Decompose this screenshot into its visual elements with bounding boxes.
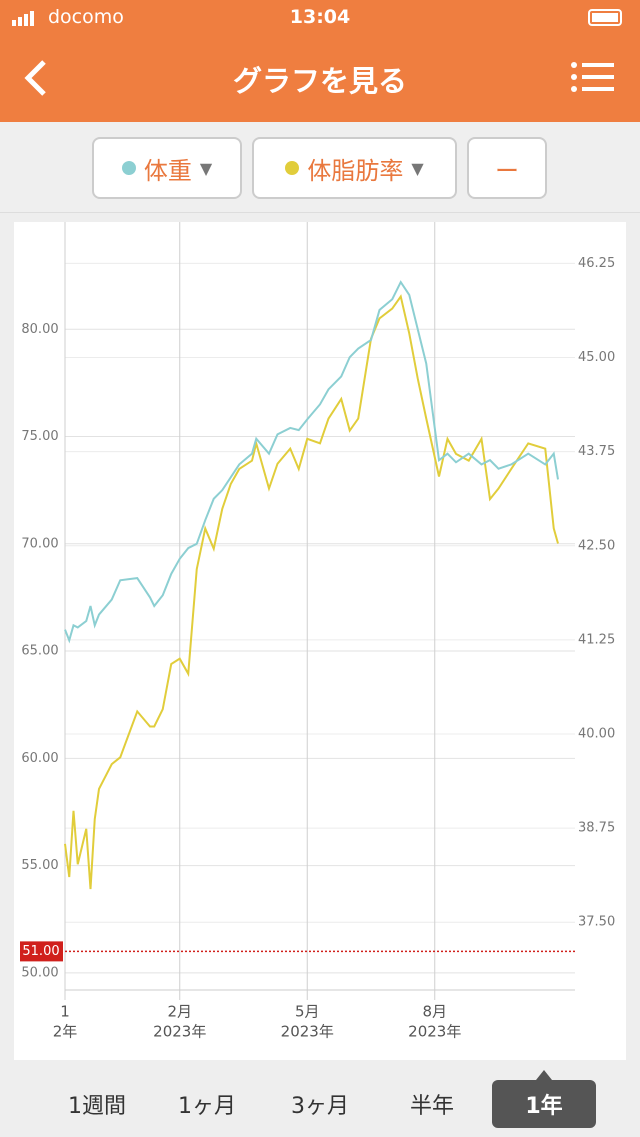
y2-tick-label: 38.75 (578, 821, 615, 836)
x-tick-label: 1 (60, 1003, 70, 1021)
header-bar: docomo 13:04 グラフを見る (0, 0, 640, 122)
series-button[interactable]: ー (467, 137, 547, 199)
legend-label: 体脂肪率 (307, 156, 404, 185)
button-label: ー (495, 156, 519, 185)
period-tabs: 1週間 1ヶ月 3ヶ月 半年 1年 (0, 1070, 640, 1137)
x-tick-label: 2年 (53, 1023, 78, 1041)
y-tick-label: 65.00 (21, 644, 58, 659)
series-line (64, 280, 559, 644)
period-tab[interactable]: 1ヶ月 (178, 1094, 236, 1119)
selection-pointer (536, 1070, 552, 1080)
battery-icon (588, 9, 622, 26)
period-tab[interactable]: 1週間 (68, 1094, 126, 1119)
y2-tick-label: 41.25 (578, 632, 615, 647)
reference-label-bg (20, 941, 63, 962)
series-button[interactable]: 体脂肪率 ▼ (252, 137, 457, 199)
y-tick-label: 80.00 (21, 322, 58, 337)
y2-tick-label: 45.00 (578, 350, 615, 365)
legend-dot (285, 161, 300, 175)
y2-tick-label: 43.75 (578, 444, 615, 459)
x-tick-label: 8月 (422, 1003, 447, 1021)
y2-tick-label: 46.25 (578, 256, 615, 271)
x-tick-label: 2023年 (408, 1023, 461, 1041)
x-tick-label: 2023年 (153, 1023, 206, 1041)
y-tick-label: 55.00 (21, 858, 58, 873)
back-button[interactable] (22, 58, 52, 98)
period-tab[interactable]: 3ヶ月 (291, 1094, 349, 1119)
period-tab[interactable]: 半年 (409, 1094, 454, 1119)
legend-dot (121, 161, 136, 175)
y-tick-label: 60.00 (21, 751, 58, 766)
time: 13:04 (289, 6, 351, 28)
filter-bar: 体重 ▼ 体脂肪率 ▼ ー (0, 122, 640, 213)
period-tab[interactable]: 1年 (492, 1080, 596, 1128)
reference-label: 51.00 (22, 944, 59, 959)
y-tick-label: 75.00 (21, 429, 58, 444)
series-line (64, 294, 559, 890)
signal-icon (12, 11, 34, 26)
series-button[interactable]: 体重 ▼ (92, 137, 242, 199)
page-title: グラフを見る (232, 64, 407, 98)
carrier: docomo (48, 6, 124, 28)
x-tick-label: 2023年 (281, 1023, 334, 1041)
y2-tick-label: 37.50 (578, 915, 615, 930)
y2-tick-label: 42.50 (578, 538, 615, 553)
y-tick-label: 70.00 (21, 536, 58, 551)
x-tick-label: 2月 (167, 1003, 192, 1021)
chart-card (14, 222, 626, 1060)
menu-button[interactable] (570, 60, 616, 94)
chart: 50.00 55.00 60.00 65.00 70.00 75.00 80.00 37.50… (20, 222, 615, 1041)
legend-label: 体重 (143, 156, 192, 185)
y2-tick-label: 40.00 (578, 727, 615, 742)
y-tick-label: 50.00 (21, 965, 58, 980)
x-tick-label: 5月 (295, 1003, 320, 1021)
